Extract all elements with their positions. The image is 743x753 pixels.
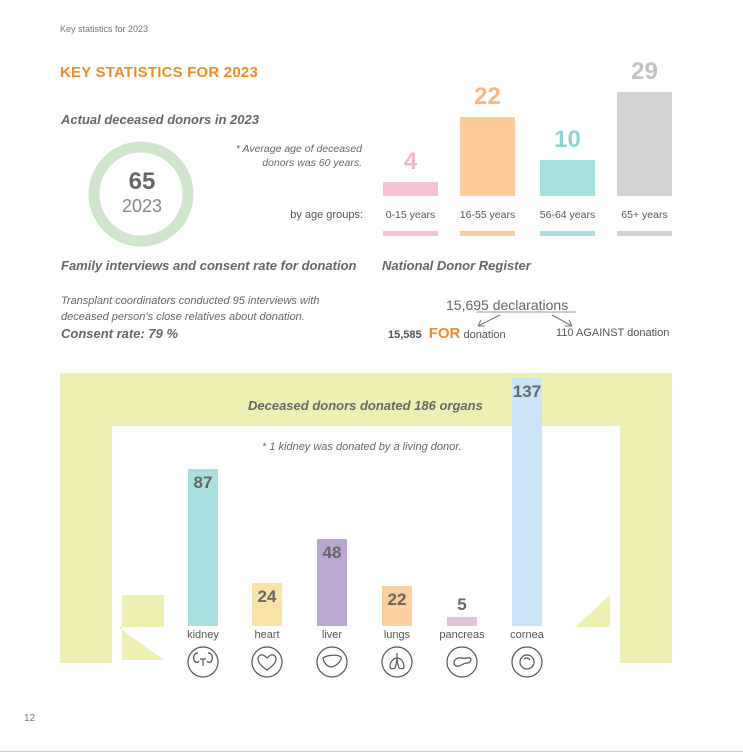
arrow-for-icon xyxy=(477,314,501,327)
organ-bar xyxy=(188,469,218,626)
register-arrows xyxy=(476,311,576,327)
donors-heading: Actual deceased donors in 2023 xyxy=(61,112,259,127)
age-bar xyxy=(460,117,515,196)
register-for: 15,585 FOR donation xyxy=(388,325,506,342)
organ-bar-value: 48 xyxy=(322,543,342,562)
organ-bar-label: liver xyxy=(321,629,343,641)
lungs-icon xyxy=(381,646,413,678)
right-arrow-icon xyxy=(575,595,610,660)
donor-count: 65 xyxy=(128,168,156,195)
interviews-heading: Family interviews and consent rate for d… xyxy=(61,258,357,273)
organ-bar-label: pancreas xyxy=(439,629,485,641)
organ-bar-label: heart xyxy=(254,629,280,641)
age-bar-label: 16-55 years xyxy=(459,209,516,221)
organ-bar xyxy=(252,583,282,626)
register-heading: National Donor Register xyxy=(382,258,531,273)
organ-bar-label: lungs xyxy=(383,629,411,641)
organ-bar xyxy=(317,539,347,626)
kidney-icon xyxy=(187,646,219,678)
for-word: FOR xyxy=(428,325,461,342)
organ-bar-label: kidney xyxy=(187,629,219,641)
donor-year: 2023 xyxy=(121,196,163,216)
organs-band xyxy=(60,373,672,663)
age-underline xyxy=(540,231,595,236)
organ-bar-value: 22 xyxy=(387,590,407,609)
age-bar-value: 4 xyxy=(403,148,418,175)
age-bar-label: 65+ years xyxy=(621,209,668,221)
page-number: 12 xyxy=(24,713,36,724)
organs-note: * 1 kidney was donated by a living donor… xyxy=(262,441,462,453)
age-bar xyxy=(383,182,438,196)
age-underline xyxy=(617,231,672,236)
age-bar xyxy=(540,160,595,196)
cornea-icon xyxy=(511,646,543,678)
age-bar-value: 29 xyxy=(631,58,658,85)
arrow-against-icon xyxy=(551,314,573,327)
register-against: 110 AGAINST donation xyxy=(556,327,670,339)
organ-bar-label: cornea xyxy=(510,629,544,641)
organ-bar-value: 137 xyxy=(512,382,542,401)
by-age-label: by age groups: xyxy=(290,209,363,221)
organs-heading: Deceased donors donated 186 organs xyxy=(248,398,483,413)
for-suffix: donation xyxy=(463,329,506,341)
age-bar-label: 0-15 years xyxy=(385,209,436,221)
running-header: Key statistics for 2023 xyxy=(60,24,149,34)
age-bar-label: 56-64 years xyxy=(539,209,596,221)
ring-track xyxy=(88,141,194,247)
organ-bar xyxy=(382,586,412,626)
organ-bar-value: 24 xyxy=(257,587,277,606)
bottom-divider xyxy=(0,751,743,752)
interviews-line-2: deceased person’s close relatives about … xyxy=(61,311,305,323)
pancreas-icon xyxy=(446,646,478,678)
donor-ring xyxy=(88,141,194,247)
organ-bar-value: 5 xyxy=(457,595,467,614)
page-title: KEY STATISTICS FOR 2023 xyxy=(60,64,258,81)
age-underline xyxy=(383,231,438,236)
consent-rate: Consent rate: 79 % xyxy=(61,326,179,341)
organ-bar xyxy=(447,617,477,626)
heart-icon xyxy=(251,646,283,678)
left-arrow-icon xyxy=(118,595,164,660)
interviews-line-1: Transplant coordinators conducted 95 int… xyxy=(61,295,320,307)
age-bar xyxy=(617,92,672,196)
liver-icon xyxy=(316,646,348,678)
age-bar-value: 22 xyxy=(474,83,501,110)
for-count: 15,585 xyxy=(388,329,422,341)
organ-bar-value: 87 xyxy=(193,473,213,492)
age-note: * Average age of deceased donors was 60 … xyxy=(235,143,362,169)
register-declarations: 15,695 declarations xyxy=(446,297,569,313)
age-underline xyxy=(460,231,515,236)
organ-bar xyxy=(512,378,542,626)
age-bar-value: 10 xyxy=(554,126,581,153)
